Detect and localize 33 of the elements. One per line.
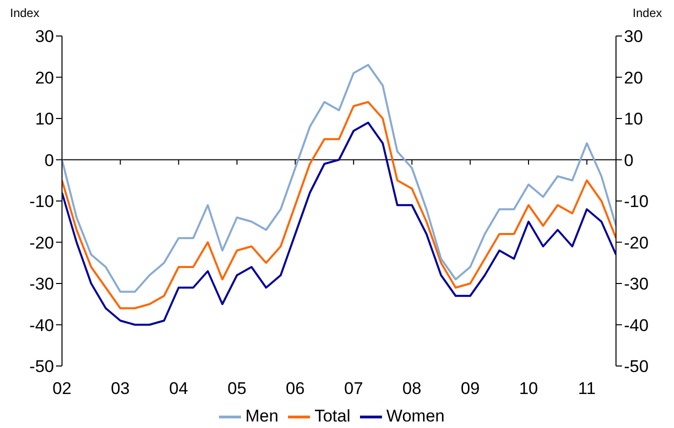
- y-axis-title: Index: [10, 6, 40, 20]
- legend-label: Women: [386, 406, 445, 426]
- y-tick-label: 20: [35, 68, 54, 88]
- x-tick-label: 06: [286, 379, 305, 398]
- y2-tick-label: -10: [624, 192, 649, 212]
- y2-tick-label: 20: [624, 68, 643, 88]
- x-tick-label: 08: [402, 379, 422, 398]
- x-tick-label: 03: [110, 379, 130, 398]
- legend-label: Total: [314, 406, 350, 426]
- x-tick-label: 05: [227, 379, 246, 398]
- x-tick-label: 02: [52, 379, 72, 398]
- y2-tick-label: -50: [624, 357, 649, 376]
- y2-tick-label: -20: [624, 233, 649, 252]
- y-tick-label: -50: [29, 357, 54, 376]
- x-tick-label: 11: [578, 379, 596, 398]
- y-tick-label: 30: [35, 27, 54, 46]
- x-tick-label: 09: [460, 379, 480, 398]
- y-tick-label: -30: [29, 274, 54, 294]
- y2-tick-label: 30: [624, 27, 643, 46]
- y-tick-label: -40: [29, 316, 54, 335]
- y2-tick-label: 0: [624, 150, 634, 170]
- y2-axis-title: Index: [632, 6, 662, 20]
- y-tick-label: 10: [35, 110, 54, 129]
- y-tick-label: -20: [29, 233, 54, 252]
- y2-tick-label: 10: [624, 110, 643, 129]
- y2-tick-label: -30: [624, 274, 649, 294]
- x-tick-label: 07: [344, 379, 364, 398]
- y-tick-label: 0: [44, 150, 54, 170]
- x-tick-label: 10: [519, 379, 538, 398]
- legend-label: Men: [245, 406, 278, 426]
- y2-tick-label: -40: [624, 316, 649, 335]
- x-tick-label: 04: [169, 379, 188, 398]
- y-tick-label: -10: [29, 192, 54, 212]
